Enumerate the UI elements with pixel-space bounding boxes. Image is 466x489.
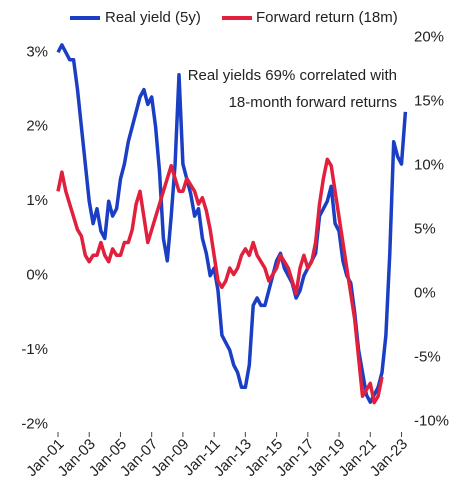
y-tick-label: 2%	[26, 118, 48, 135]
y-tick-label: 0%	[26, 267, 48, 284]
annotation: 18-month forward returns	[229, 94, 397, 111]
annotation: Real yields 69% correlated with	[188, 67, 397, 84]
y-tick-label: 1%	[26, 192, 48, 209]
legend-label: Forward return (18m)	[256, 9, 398, 26]
y-tick-label: -2%	[21, 416, 48, 433]
y2-tick-label: 5%	[414, 221, 436, 238]
y2-tick-label: 15%	[414, 93, 444, 110]
y2-tick-label: 10%	[414, 157, 444, 174]
y2-tick-label: 20%	[414, 29, 444, 46]
series-line	[56, 157, 384, 405]
y-tick-label: 3%	[26, 43, 48, 60]
y-tick-label: -1%	[21, 341, 48, 358]
legend-label: Real yield (5y)	[105, 9, 201, 26]
y2-tick-label: -5%	[414, 349, 441, 366]
y2-tick-label: -10%	[414, 413, 449, 430]
y2-tick-label: 0%	[414, 285, 436, 302]
